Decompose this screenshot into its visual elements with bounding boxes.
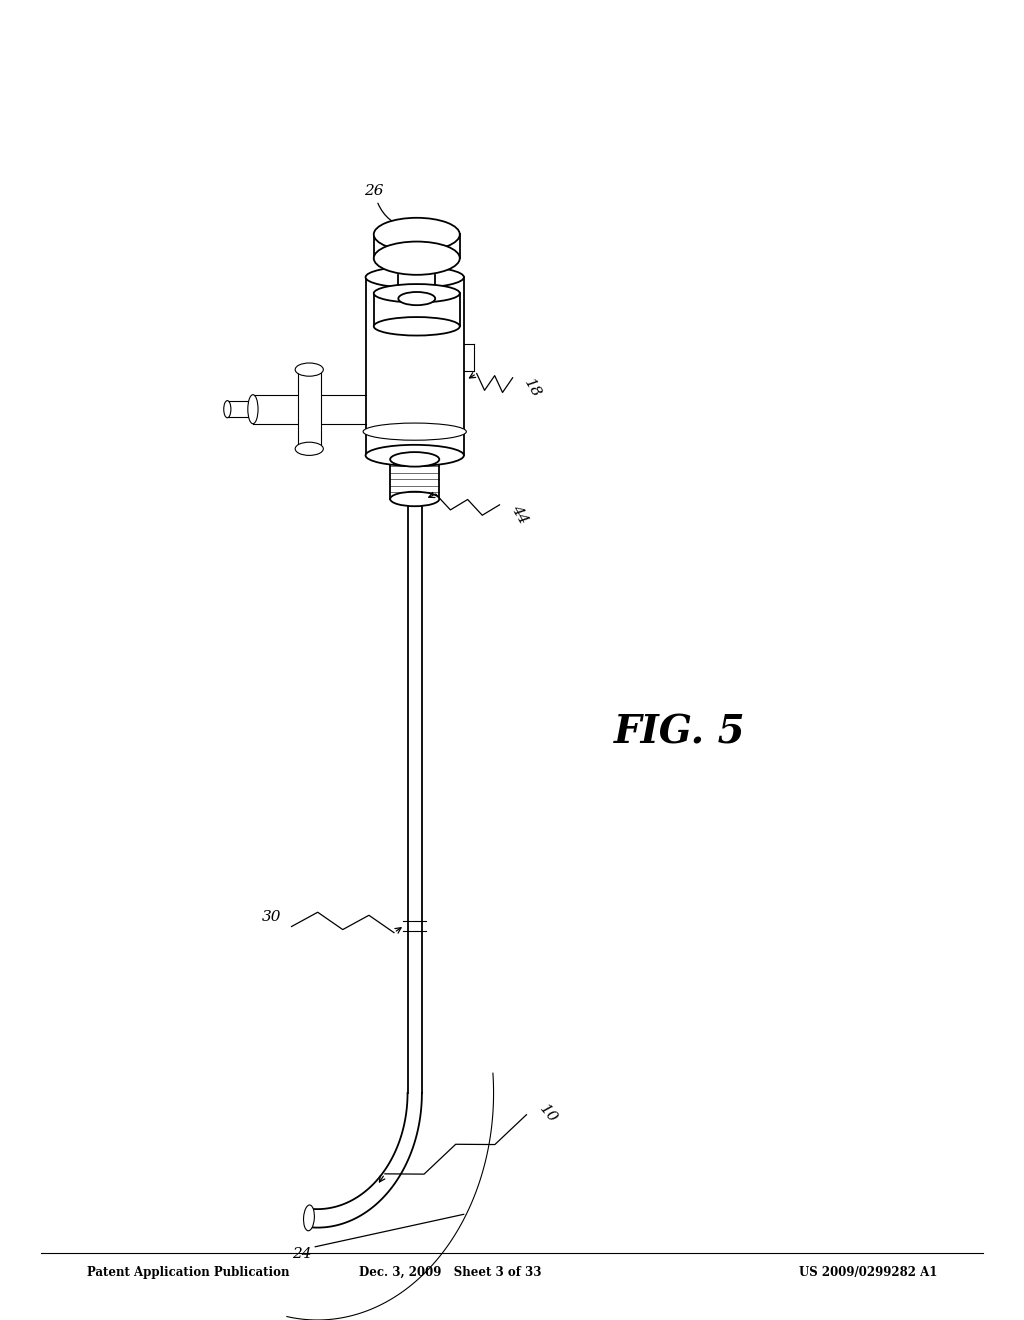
Ellipse shape bbox=[364, 422, 466, 440]
Ellipse shape bbox=[390, 451, 439, 466]
Text: 26: 26 bbox=[364, 185, 384, 198]
Text: Dec. 3, 2009   Sheet 3 of 33: Dec. 3, 2009 Sheet 3 of 33 bbox=[359, 1266, 542, 1279]
Ellipse shape bbox=[295, 442, 324, 455]
Text: US 2009/0299282 A1: US 2009/0299282 A1 bbox=[799, 1266, 937, 1279]
FancyArrowPatch shape bbox=[378, 203, 409, 228]
Ellipse shape bbox=[374, 242, 460, 275]
Text: FIG. 5: FIG. 5 bbox=[614, 714, 746, 751]
Ellipse shape bbox=[374, 284, 460, 302]
Ellipse shape bbox=[374, 317, 460, 335]
Text: 10: 10 bbox=[537, 1102, 559, 1126]
Ellipse shape bbox=[398, 292, 435, 305]
Ellipse shape bbox=[366, 445, 464, 466]
Text: 18: 18 bbox=[521, 376, 544, 400]
Ellipse shape bbox=[374, 218, 460, 251]
Text: Patent Application Publication: Patent Application Publication bbox=[87, 1266, 290, 1279]
Ellipse shape bbox=[366, 267, 464, 288]
Ellipse shape bbox=[390, 491, 439, 507]
Ellipse shape bbox=[303, 1205, 314, 1230]
Ellipse shape bbox=[295, 363, 324, 376]
Ellipse shape bbox=[224, 401, 231, 418]
Bar bbox=[298, 370, 321, 449]
Text: 30: 30 bbox=[261, 911, 282, 924]
Text: 44: 44 bbox=[508, 503, 530, 527]
Ellipse shape bbox=[248, 395, 258, 424]
Text: 24: 24 bbox=[292, 1247, 312, 1261]
